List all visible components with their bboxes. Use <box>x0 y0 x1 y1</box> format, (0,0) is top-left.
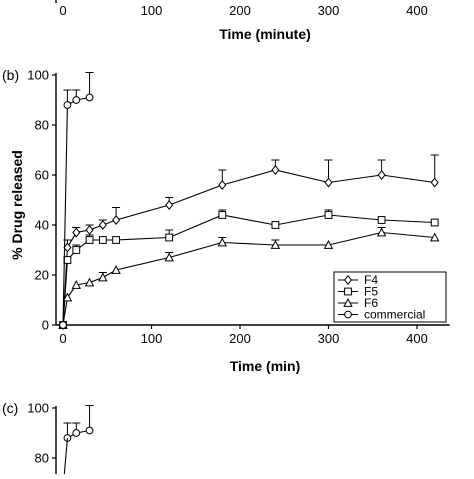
legend-box <box>333 271 447 323</box>
panel-b-x-axis-label: Time (min) <box>230 358 301 374</box>
panel-b-y-tick-label: 20 <box>35 268 49 283</box>
panel-c-y-tick-labels: 80 100 <box>27 401 49 466</box>
panel-b-x-tick-label: 400 <box>406 331 428 346</box>
panel-b-x-tick-label: 300 <box>318 331 340 346</box>
data-point-F5 <box>112 236 120 244</box>
panel-c-series <box>63 405 94 475</box>
panel-a-x-tick-label: 200 <box>229 3 251 18</box>
data-point-c0 <box>85 426 94 435</box>
data-point-F4 <box>165 200 174 210</box>
panel-b-y-tick-label: 60 <box>35 168 49 183</box>
data-point-F4 <box>377 170 386 180</box>
data-point-commercial <box>63 101 72 109</box>
legend-marker-commercial <box>344 310 352 319</box>
panel-a-x-axis-label: Time (minute) <box>219 26 311 42</box>
data-point-F6 <box>62 292 73 302</box>
panel-c-label: (c) <box>2 400 18 416</box>
data-point-commercial <box>59 321 67 329</box>
data-point-F6 <box>376 227 387 237</box>
panel-b-x-tick-label: 0 <box>59 331 66 346</box>
data-point-F5 <box>98 236 107 244</box>
panel-b-axes <box>52 73 450 329</box>
data-point-F4 <box>271 165 280 175</box>
data-point-commercial <box>85 93 94 102</box>
legend-label-F4: F4 <box>364 273 378 287</box>
data-point-F5 <box>271 221 280 229</box>
panel-b-y-tick-labels: 0 20 40 60 80 100 <box>27 68 49 333</box>
panel-b-x-tick-label: 100 <box>141 331 163 346</box>
panel-a: 0 100 200 300 400 Time (minute) <box>55 0 428 42</box>
data-point-c0 <box>72 429 81 437</box>
data-point-F6 <box>111 265 121 274</box>
data-point-F6 <box>98 272 108 282</box>
panel-c-y-tick-label: 80 <box>35 451 49 466</box>
panel-a-x-tick-label: 100 <box>141 3 163 18</box>
data-point-commercial <box>72 96 81 104</box>
legend-marker-F4 <box>343 275 353 285</box>
data-point-F6 <box>429 232 440 242</box>
panel-b: (b) 0 20 40 60 80 100 0 100 200 300 400 % Drug re… <box>2 67 450 374</box>
panel-a-x-tick-labels: 0 100 200 300 400 <box>59 3 427 18</box>
data-point-F4 <box>218 180 227 190</box>
series-F6 <box>58 227 440 329</box>
series-commercial <box>59 72 94 329</box>
data-point-F4 <box>63 242 72 253</box>
series-F5 <box>59 209 439 329</box>
panel-a-x-tick-label: 400 <box>406 3 428 18</box>
panel-b-x-tick-labels: 0 100 200 300 400 <box>59 331 427 346</box>
data-point-F4 <box>112 215 121 225</box>
legend-marker-F6 <box>343 298 353 307</box>
panel-a-x-tick-label: 0 <box>59 3 66 18</box>
data-point-F5 <box>85 236 94 244</box>
data-point-F4 <box>324 177 333 188</box>
legend-label-commercial: commercial <box>364 308 425 322</box>
panel-b-y-axis-label: % Drug released <box>9 150 25 260</box>
data-point-F4 <box>72 227 81 238</box>
data-point-F6 <box>270 240 281 249</box>
panel-b-y-tick-label: 80 <box>35 118 49 133</box>
panel-c-axes <box>52 406 57 474</box>
panel-b-y-tick-label: 40 <box>35 218 49 233</box>
panel-a-x-tick-label: 300 <box>318 3 340 18</box>
data-point-F6 <box>323 240 334 249</box>
panel-b-y-tick-label: 0 <box>42 318 49 333</box>
series-c0 <box>63 405 94 442</box>
data-point-F5 <box>218 211 227 219</box>
legend-label-F5: F5 <box>364 285 378 299</box>
data-point-F5 <box>72 246 81 254</box>
data-point-F5 <box>324 211 333 219</box>
data-point-F6 <box>164 252 174 262</box>
data-point-F5 <box>430 218 439 227</box>
legend-label-F6: F6 <box>364 296 378 310</box>
panel-b-x-tick-label: 200 <box>229 331 251 346</box>
data-point-F6 <box>71 280 82 289</box>
panel-b-series <box>58 72 440 330</box>
panel-b-label: (b) <box>2 67 19 83</box>
panel-b-y-tick-label: 100 <box>27 68 49 83</box>
data-point-F4 <box>85 225 94 235</box>
panel-c: (c) 80 100 <box>2 400 94 475</box>
legend-marker-F5 <box>344 287 352 296</box>
data-point-F4 <box>430 177 439 188</box>
panel-c-y-tick-label: 100 <box>27 401 49 416</box>
data-point-F5 <box>165 233 174 242</box>
data-point-F4 <box>98 220 107 230</box>
data-point-F5 <box>63 256 72 264</box>
series-line-rise <box>63 437 68 475</box>
data-point-F6 <box>217 237 228 247</box>
data-point-F5 <box>377 216 386 224</box>
data-point-F6 <box>84 277 95 287</box>
series-line-commercial <box>62 96 90 326</box>
